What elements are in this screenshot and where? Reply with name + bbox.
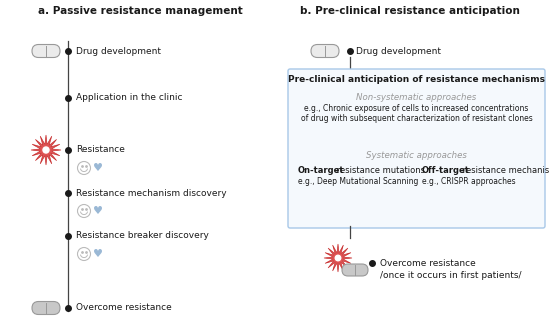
FancyBboxPatch shape [311,44,339,57]
Text: Overcome resistance: Overcome resistance [380,258,476,267]
FancyBboxPatch shape [288,69,545,228]
Text: Off-target: Off-target [421,166,469,175]
Circle shape [43,147,49,153]
Text: Systematic approaches: Systematic approaches [366,151,467,160]
Text: Resistance mechanism discovery: Resistance mechanism discovery [76,188,227,198]
FancyBboxPatch shape [32,44,60,57]
Text: Drug development: Drug development [76,46,161,55]
Polygon shape [324,244,352,272]
Text: /once it occurs in first patients/: /once it occurs in first patients/ [380,270,521,280]
FancyBboxPatch shape [32,301,60,314]
Polygon shape [31,135,61,165]
Text: ♥: ♥ [93,249,103,259]
Text: Drug development: Drug development [356,46,441,55]
Text: b. Pre-clinical resistance anticipation: b. Pre-clinical resistance anticipation [300,6,520,16]
Text: Resistance breaker discovery: Resistance breaker discovery [76,232,209,241]
Text: ♥: ♥ [93,206,103,216]
Text: resistance mutations: resistance mutations [334,166,425,175]
Text: Overcome resistance: Overcome resistance [76,303,172,312]
Text: Resistance: Resistance [76,145,125,155]
Text: On-target: On-target [298,166,344,175]
Text: Non-systematic approaches: Non-systematic approaches [356,93,477,102]
Text: Pre-clinical anticipation of resistance mechanisms: Pre-clinical anticipation of resistance … [288,75,545,84]
Circle shape [336,255,341,261]
Text: resistance mechanisms: resistance mechanisms [459,166,550,175]
FancyBboxPatch shape [342,264,368,276]
Text: e.g., CRISPR approaches: e.g., CRISPR approaches [421,177,515,186]
Text: e.g., Deep Mutational Scanning: e.g., Deep Mutational Scanning [298,177,419,186]
Text: Application in the clinic: Application in the clinic [76,93,183,102]
Text: a. Passive resistance management: a. Passive resistance management [37,6,243,16]
Text: ♥: ♥ [93,163,103,173]
Text: e.g., Chronic exposure of cells to increased concentrations
of drug with subsequ: e.g., Chronic exposure of cells to incre… [301,104,532,123]
